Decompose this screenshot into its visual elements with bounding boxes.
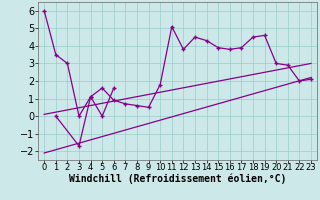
X-axis label: Windchill (Refroidissement éolien,°C): Windchill (Refroidissement éolien,°C) bbox=[69, 174, 286, 184]
